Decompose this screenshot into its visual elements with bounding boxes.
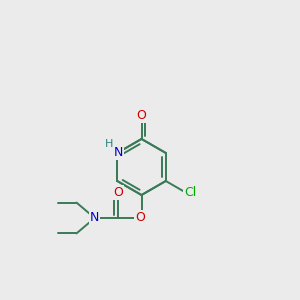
Text: O: O bbox=[136, 109, 146, 122]
Text: N: N bbox=[113, 146, 123, 160]
Text: O: O bbox=[113, 186, 123, 199]
Text: Cl: Cl bbox=[184, 186, 196, 199]
Text: O: O bbox=[135, 212, 145, 224]
Text: N: N bbox=[90, 212, 99, 224]
Text: H: H bbox=[105, 139, 113, 149]
